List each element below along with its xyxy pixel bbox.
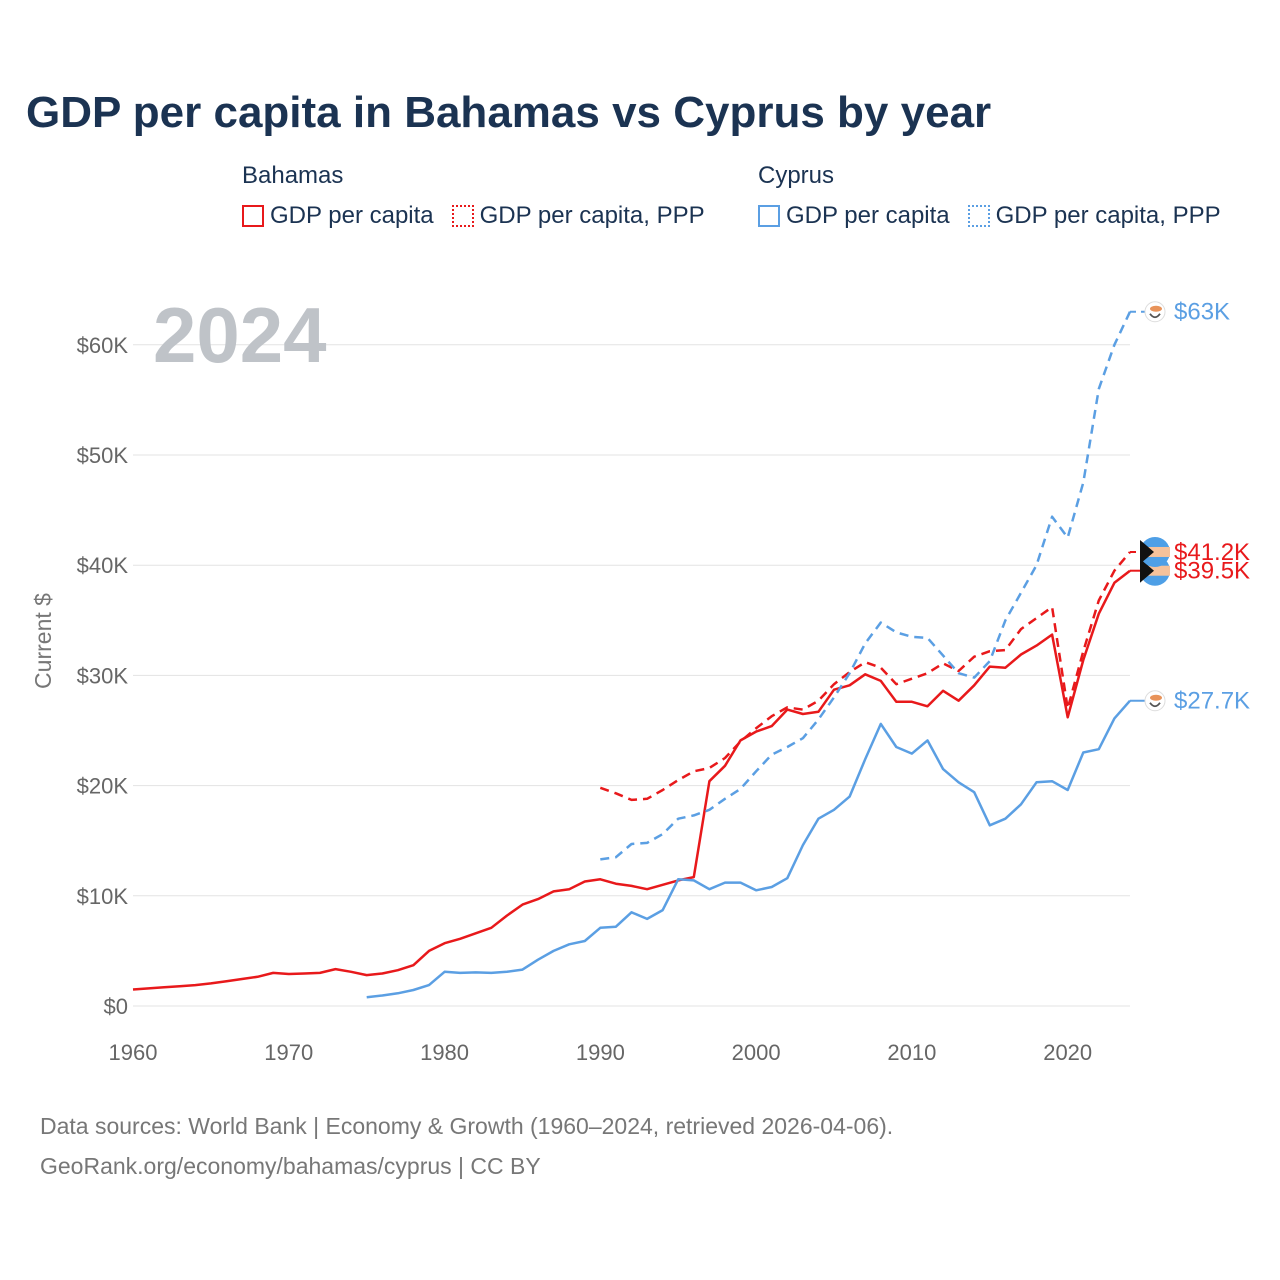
legend-label: GDP per capita	[786, 202, 950, 229]
year-watermark: 2024	[153, 291, 327, 379]
solid-line-swatch-icon	[242, 205, 264, 227]
series-line-bahamas-gdp-per-capita-ppp[interactable]	[599, 551, 1131, 802]
legend-label: GDP per capita	[270, 202, 434, 229]
bahamas-flag-icon	[1140, 536, 1170, 567]
series-end-value-label: $41.2K	[1174, 539, 1250, 566]
data-sources: Data sources: World Bank | Economy & Gro…	[40, 1106, 893, 1186]
y-tick-label: $0	[104, 994, 128, 1019]
y-tick-label: $40K	[77, 553, 129, 578]
legend-label: GDP per capita, PPP	[995, 202, 1221, 229]
legend-item-cyprus-gdp[interactable]: GDP per capita	[758, 202, 950, 230]
legend-group-title-bahamas: Bahamas	[242, 162, 344, 189]
y-tick-label: $20K	[77, 774, 129, 799]
x-tick-label: 1980	[420, 1040, 469, 1065]
legend-item-cyprus-gdp-ppp[interactable]: GDP per capita, PPP	[967, 202, 1221, 230]
x-tick-label: 1970	[264, 1040, 313, 1065]
y-tick-label: $30K	[77, 663, 129, 688]
series-line-cyprus-gdp-per-capita-ppp[interactable]	[600, 311, 1132, 861]
cyprus-flag-icon	[1144, 690, 1166, 712]
sources-line-1: Data sources: World Bank | Economy & Gro…	[40, 1113, 894, 1139]
x-axis-ticks: 1960 1970 1980 1990 2000 2010 2020	[109, 1040, 1093, 1065]
sources-line-2[interactable]: GeoRank.org/economy/bahamas/cyprus | CC …	[40, 1153, 541, 1179]
dashed-line-swatch-icon	[967, 205, 990, 227]
end-markers: $39.5K$41.2K $27.7K $63K	[1130, 299, 1250, 715]
x-tick-label: 1990	[576, 1040, 625, 1065]
solid-line-swatch-icon	[758, 205, 780, 227]
legend-item-bahamas-gdp-ppp[interactable]: GDP per capita, PPP	[451, 202, 705, 230]
x-tick-label: 2000	[732, 1040, 781, 1065]
chart-title: GDP per capita in Bahamas vs Cyprus by y…	[26, 88, 992, 137]
y-axis-ticks: $0 $10K $20K $30K $40K $50K $60K	[77, 333, 129, 1019]
x-tick-label: 1960	[109, 1040, 158, 1065]
y-tick-label: $60K	[77, 333, 129, 358]
x-tick-label: 2010	[887, 1040, 936, 1065]
grid-layer	[133, 344, 1130, 1007]
cyprus-flag-icon	[1144, 301, 1166, 323]
series-end-value-label: $27.7K	[1174, 688, 1250, 715]
series-end-value-label: $39.5K	[1174, 558, 1250, 585]
series-end-value-label: $63K	[1174, 299, 1230, 326]
legend-group-cyprus: Cyprus GDP per capita GDP per capita, PP…	[758, 162, 1221, 230]
series-layer	[132, 311, 1132, 999]
legend-group-title-cyprus: Cyprus	[758, 162, 835, 189]
dashed-line-swatch-icon	[451, 205, 474, 227]
legend-group-bahamas: Bahamas GDP per capita GDP per capita, P…	[242, 162, 705, 230]
y-axis-title: Current $	[30, 593, 56, 689]
series-line-cyprus-gdp-per-capita[interactable]	[366, 699, 1131, 999]
x-tick-label: 2020	[1043, 1040, 1092, 1065]
line-chart: $0$10K$20K$30K$40K$50K$60K 1960 1970 1980 1…	[30, 291, 1250, 1065]
series-line-bahamas-gdp-per-capita[interactable]	[132, 569, 1131, 991]
legend-item-bahamas-gdp[interactable]: GDP per capita	[242, 202, 434, 230]
y-tick-label: $10K	[77, 884, 129, 909]
legend-label: GDP per capita, PPP	[479, 202, 705, 229]
y-tick-label: $50K	[77, 443, 129, 468]
